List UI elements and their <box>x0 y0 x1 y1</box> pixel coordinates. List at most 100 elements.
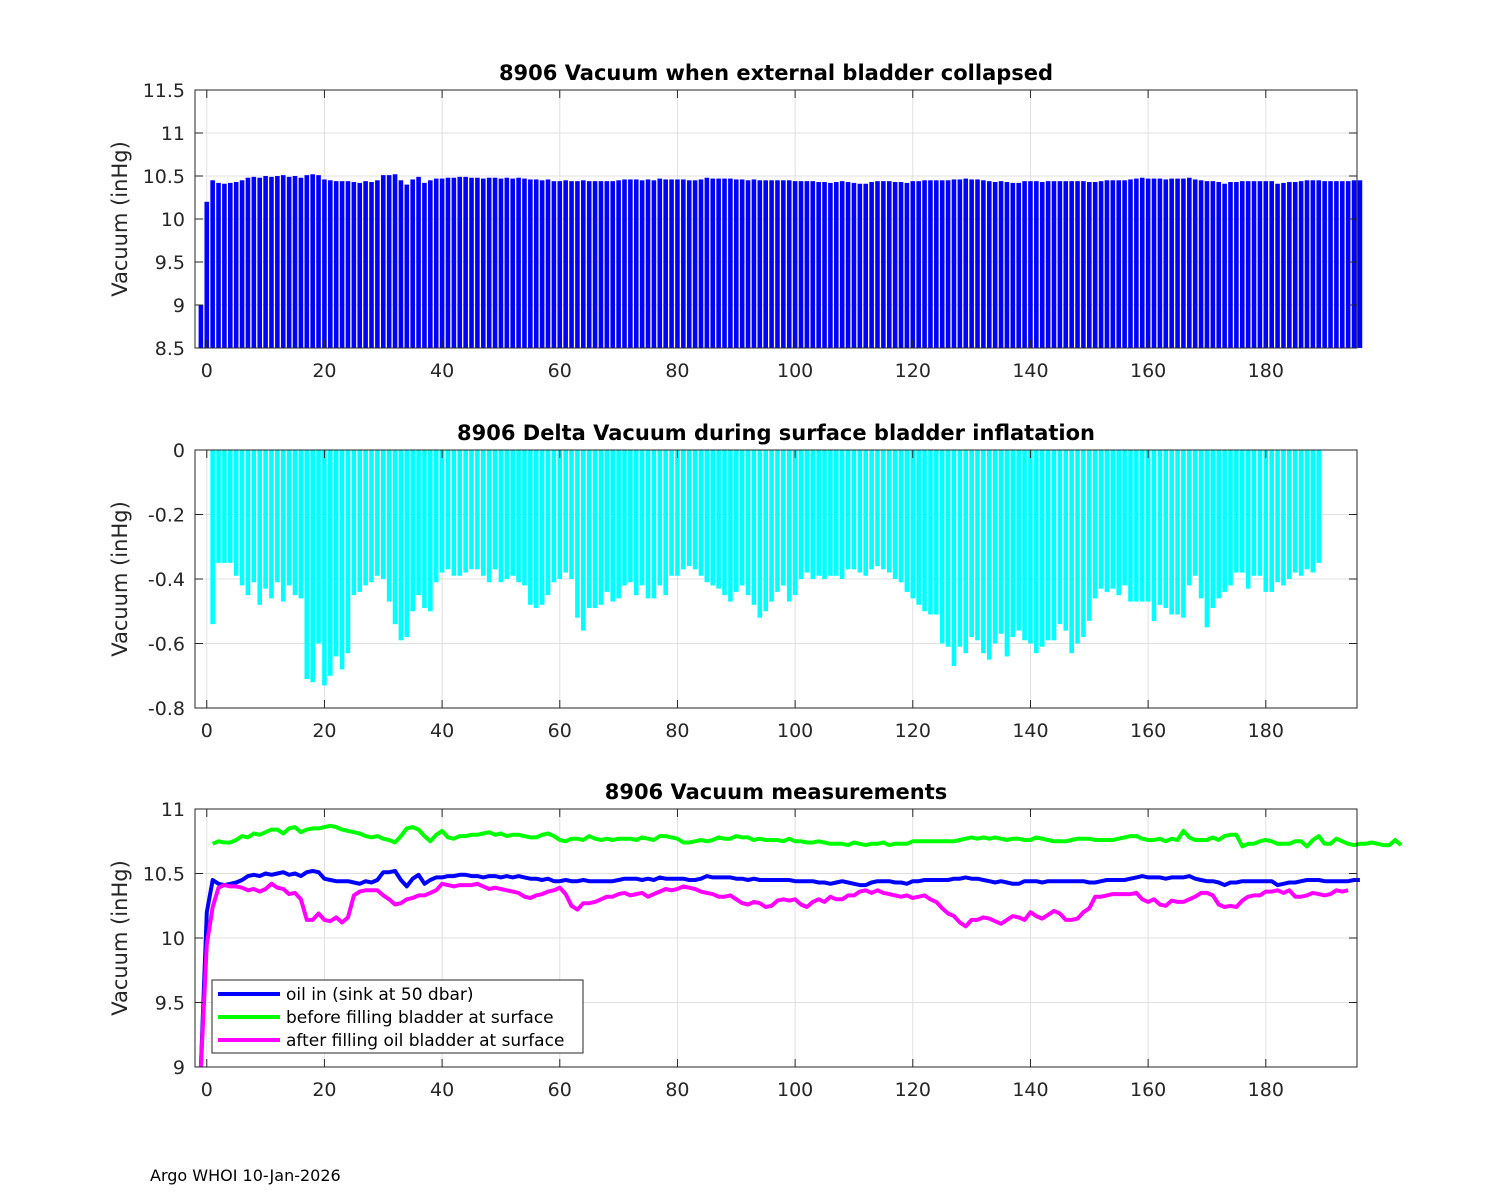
bar <box>775 180 780 348</box>
bar <box>934 450 939 615</box>
bar <box>1163 179 1169 348</box>
bar <box>1039 182 1045 348</box>
bar <box>710 450 716 586</box>
bar <box>951 179 957 348</box>
bar <box>922 450 927 612</box>
y-tick-label: 11 <box>161 123 185 145</box>
bar <box>886 181 892 348</box>
bar <box>333 181 339 348</box>
bar <box>992 450 998 644</box>
bar <box>828 182 833 348</box>
bar <box>1028 450 1033 644</box>
bar <box>486 450 492 583</box>
bar <box>869 182 874 348</box>
bar <box>533 450 539 609</box>
bar <box>1292 450 1298 573</box>
bar <box>228 182 233 348</box>
bar <box>1234 450 1239 573</box>
bar <box>1163 450 1169 609</box>
bar <box>692 180 698 348</box>
bar <box>1045 450 1051 641</box>
y-tick-label: 8.5 <box>155 338 185 360</box>
bar <box>345 450 351 654</box>
bar <box>728 450 733 602</box>
bar <box>269 176 274 348</box>
bar <box>1157 178 1163 348</box>
bar <box>1169 178 1174 348</box>
bar <box>1157 450 1163 605</box>
bar <box>1228 182 1233 348</box>
bar <box>698 179 704 348</box>
vacuum-collapsed-panel: 8906 Vacuum when external bladder collap… <box>108 61 1363 382</box>
bar <box>1245 181 1251 348</box>
bar <box>875 450 880 567</box>
bar <box>1287 182 1292 348</box>
legend-label-after: after filling oil bladder at surface <box>286 1031 564 1051</box>
bar <box>551 181 557 348</box>
x-tick-label: 40 <box>430 1079 454 1101</box>
bar <box>1051 181 1057 348</box>
bar <box>1139 177 1145 348</box>
bar <box>733 450 739 592</box>
bar <box>445 177 451 348</box>
bar <box>480 450 486 576</box>
bar <box>357 182 363 348</box>
bar <box>1128 179 1133 348</box>
bar <box>816 450 821 576</box>
bar <box>292 176 298 348</box>
bar <box>1139 450 1145 602</box>
bar <box>1016 450 1021 631</box>
bar <box>1110 180 1116 348</box>
bar <box>510 178 516 348</box>
bar <box>357 450 363 592</box>
bar <box>910 450 916 599</box>
bar <box>575 181 580 348</box>
bar <box>939 450 945 644</box>
bar <box>622 450 627 586</box>
bar <box>898 450 904 583</box>
bar <box>981 180 986 348</box>
bar <box>269 450 274 599</box>
bar <box>316 175 321 348</box>
bar <box>975 179 980 348</box>
bar <box>398 450 404 641</box>
bar <box>1098 450 1104 589</box>
bar <box>1351 180 1357 348</box>
bar <box>380 175 386 348</box>
bar <box>616 180 621 348</box>
bar <box>1210 450 1216 609</box>
series-line-oil-in <box>198 868 1360 1068</box>
bar <box>333 450 339 657</box>
bar <box>439 450 445 573</box>
bar <box>228 450 233 563</box>
bar <box>433 450 439 583</box>
bar <box>298 177 304 348</box>
bar <box>422 450 427 609</box>
vacuum-collapsed-title: 8906 Vacuum when external bladder collap… <box>499 61 1053 85</box>
bar <box>451 177 457 348</box>
bar <box>857 183 863 348</box>
bar <box>881 181 886 348</box>
bar <box>1004 450 1010 657</box>
bar <box>263 176 268 348</box>
bar <box>557 450 563 579</box>
bar <box>463 450 468 573</box>
bar <box>1339 181 1345 348</box>
bar <box>375 180 380 348</box>
bar <box>722 178 727 348</box>
bar <box>398 180 404 348</box>
bar <box>763 180 768 348</box>
x-tick-label: 80 <box>665 1079 689 1101</box>
bar <box>316 450 321 644</box>
bar <box>869 450 874 570</box>
bar <box>1069 450 1074 654</box>
x-tick-label: 120 <box>895 720 931 742</box>
x-tick-label: 40 <box>430 720 454 742</box>
bar <box>375 450 380 576</box>
bar <box>645 450 651 599</box>
bar <box>945 180 951 348</box>
bar <box>1104 180 1110 348</box>
bar <box>957 179 963 348</box>
bar <box>428 450 433 612</box>
bar <box>998 450 1004 634</box>
